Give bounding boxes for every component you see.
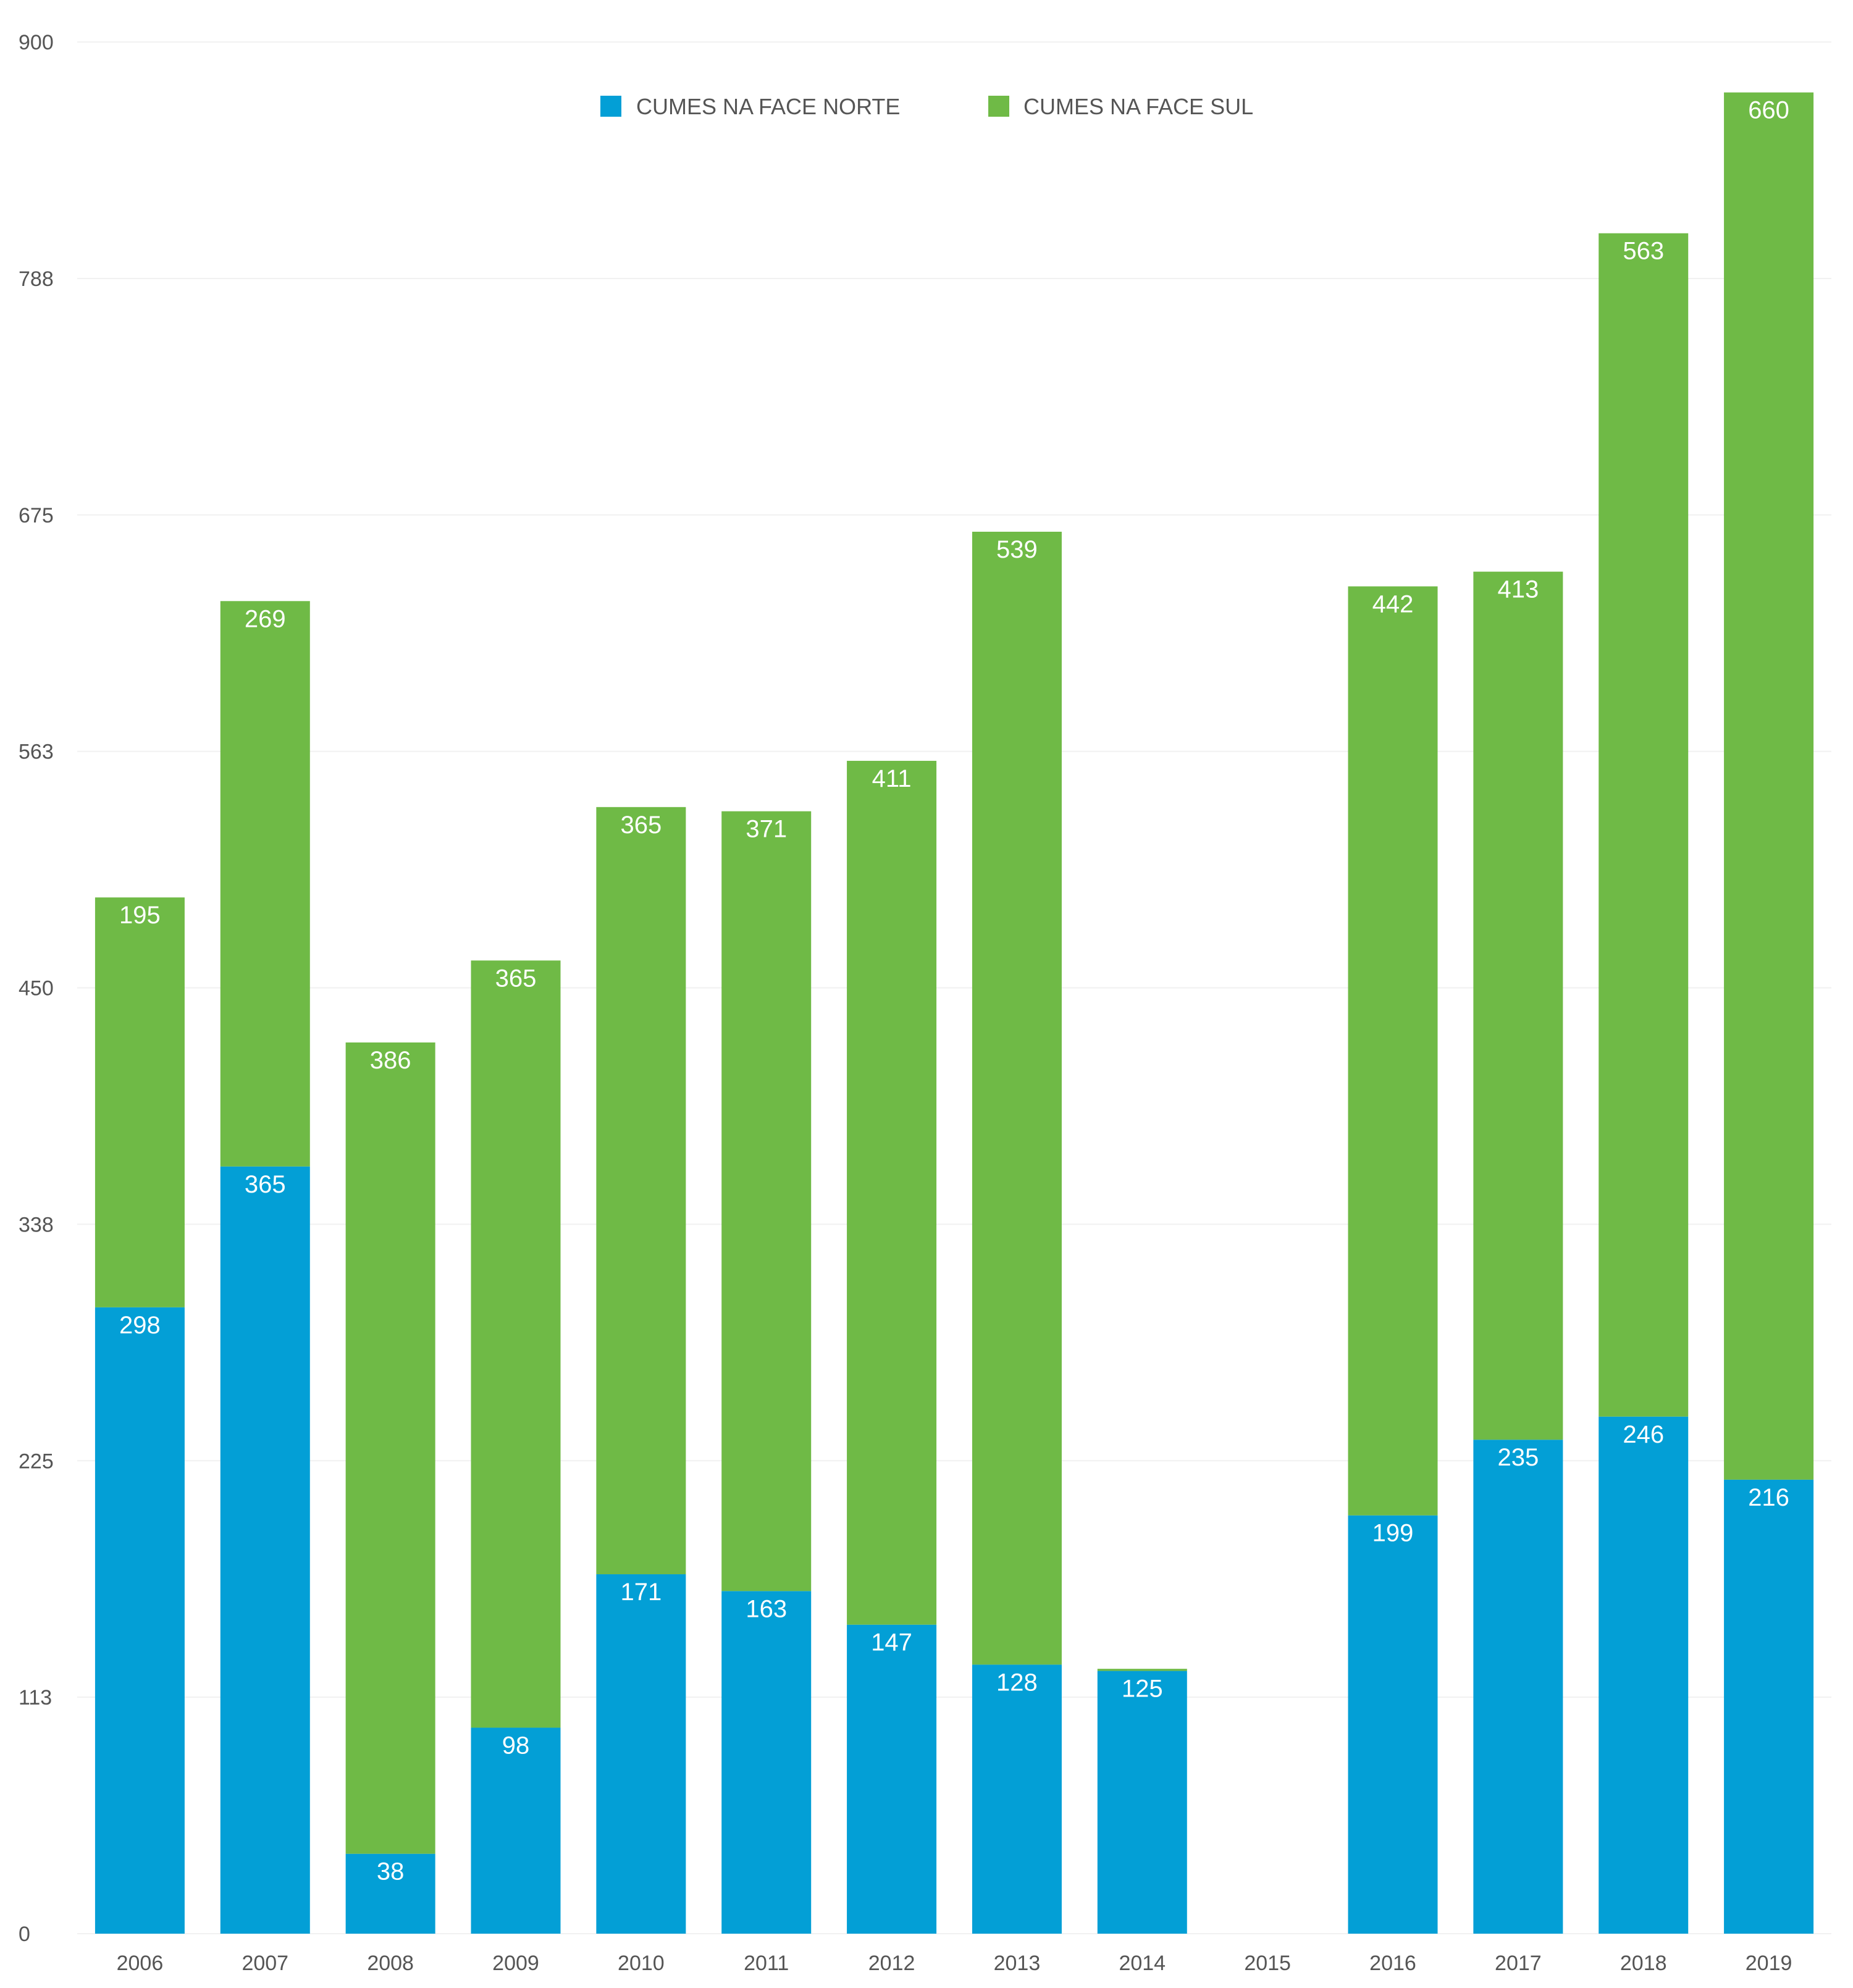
data-label: 128 <box>996 1669 1038 1696</box>
x-tick-label: 2011 <box>744 1952 789 1975</box>
x-tick-label: 2019 <box>1746 1952 1792 1975</box>
bar-segment <box>596 807 686 1575</box>
data-label: 269 <box>245 605 286 632</box>
data-label: 147 <box>871 1629 912 1656</box>
bar-segment <box>345 1853 435 1934</box>
legend-swatch-norte <box>600 96 621 117</box>
bar-segment <box>972 1664 1062 1934</box>
bar-segment <box>95 897 185 1307</box>
data-label: 365 <box>245 1171 286 1198</box>
bar-segment <box>1724 1479 1814 1934</box>
x-tick-label: 2014 <box>1119 1952 1166 1975</box>
y-tick-label: 563 <box>19 740 54 764</box>
bar-segment <box>1473 571 1563 1440</box>
data-label: 365 <box>495 965 537 992</box>
data-label: 298 <box>119 1312 161 1339</box>
data-label: 171 <box>620 1579 662 1606</box>
x-tick-label: 2006 <box>117 1952 164 1975</box>
y-axis-ticks: 0 113 225 338 450 563 675 788 900 <box>19 31 54 1946</box>
x-tick-label: 2018 <box>1620 1952 1667 1975</box>
data-label: 563 <box>1623 238 1664 265</box>
y-tick-label: 0 <box>19 1923 30 1946</box>
data-label: 365 <box>620 812 662 839</box>
x-tick-label: 2007 <box>242 1952 288 1975</box>
data-label: 371 <box>746 816 787 843</box>
x-tick-label: 2012 <box>868 1952 915 1975</box>
bar-segment <box>1097 1669 1187 1671</box>
data-label: 539 <box>996 536 1038 563</box>
bar-segment <box>1599 233 1689 1417</box>
data-label: 413 <box>1497 576 1539 603</box>
legend: CUMES NA FACE NORTE CUMES NA FACE SUL <box>600 94 1253 119</box>
data-label: 163 <box>746 1595 787 1622</box>
bar-segment <box>1599 1416 1689 1934</box>
bar-segment <box>1348 1515 1438 1934</box>
data-label: 660 <box>1748 97 1789 124</box>
bar-segment <box>1097 1671 1187 1934</box>
y-tick-label: 113 <box>19 1686 52 1709</box>
legend-swatch-sul <box>988 96 1009 117</box>
bar-segment <box>596 1574 686 1934</box>
x-tick-label: 2017 <box>1495 1952 1542 1975</box>
data-label: 199 <box>1372 1520 1414 1547</box>
bar-segment <box>220 601 310 1167</box>
bar-segment <box>1473 1440 1563 1934</box>
bars: 298 195 365 269 38 386 98 365 171 365 163 371 147 411… <box>95 92 1814 1934</box>
data-label: 216 <box>1748 1484 1789 1511</box>
bar-segment <box>721 1591 812 1934</box>
data-label: 38 <box>377 1858 405 1885</box>
x-tick-label: 2013 <box>994 1952 1041 1975</box>
data-label: 235 <box>1497 1444 1539 1471</box>
bar-segment <box>95 1307 185 1934</box>
y-tick-label: 900 <box>19 31 54 54</box>
x-tick-label: 2015 <box>1244 1952 1291 1975</box>
bar-segment <box>471 1727 561 1934</box>
x-tick-label: 2010 <box>618 1952 665 1975</box>
x-axis-ticks: 2006 2007 2008 2009 2010 2011 2012 2013 2014 2015… <box>117 1952 1792 1975</box>
data-label: 442 <box>1372 590 1414 618</box>
bar-segment <box>1348 586 1438 1516</box>
gridlines <box>77 41 1831 1934</box>
x-tick-label: 2009 <box>492 1952 539 1975</box>
y-tick-label: 338 <box>19 1213 54 1236</box>
legend-label-norte: CUMES NA FACE NORTE <box>636 94 900 119</box>
bar-segment <box>1724 92 1814 1480</box>
y-tick-label: 450 <box>19 977 54 1000</box>
y-tick-label: 675 <box>19 504 54 527</box>
bar-segment <box>721 811 812 1592</box>
x-tick-label: 2008 <box>367 1952 414 1975</box>
data-label: 386 <box>370 1047 411 1074</box>
x-tick-label: 2016 <box>1369 1952 1416 1975</box>
y-tick-label: 788 <box>19 267 54 291</box>
y-tick-label: 225 <box>19 1449 54 1473</box>
bar-segment <box>847 1624 937 1934</box>
bar-segment <box>220 1166 310 1934</box>
bar-segment <box>345 1042 435 1854</box>
data-label: 98 <box>502 1732 530 1759</box>
data-label: 411 <box>872 765 912 792</box>
bar-segment <box>972 531 1062 1665</box>
data-label: 246 <box>1623 1421 1664 1448</box>
bar-segment <box>471 960 561 1728</box>
data-label: 125 <box>1122 1676 1163 1703</box>
legend-label-sul: CUMES NA FACE SUL <box>1023 94 1253 119</box>
bar-segment <box>847 760 937 1625</box>
data-label: 195 <box>119 902 161 929</box>
